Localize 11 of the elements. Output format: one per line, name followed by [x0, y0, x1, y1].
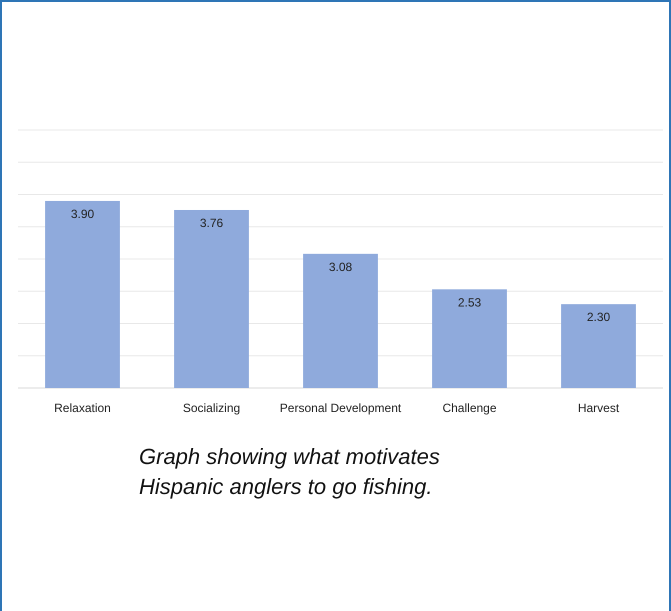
x-tick-label: Challenge [442, 401, 497, 415]
data-label: 3.76 [200, 216, 224, 230]
x-tick-label: Harvest [578, 401, 620, 415]
data-label: 2.53 [458, 295, 482, 310]
x-tick-label: Socializing [182, 401, 240, 415]
text: Graph showing what motivates Hispanic anglers to go fishing. [139, 444, 440, 499]
data-label: 3.08 [328, 260, 352, 274]
data-label: 3.90 [70, 206, 94, 221]
x-tick-label: Relaxation [54, 401, 111, 415]
x-tick-label: Personal Development [280, 401, 402, 415]
data-label: 2.30 [586, 310, 610, 324]
